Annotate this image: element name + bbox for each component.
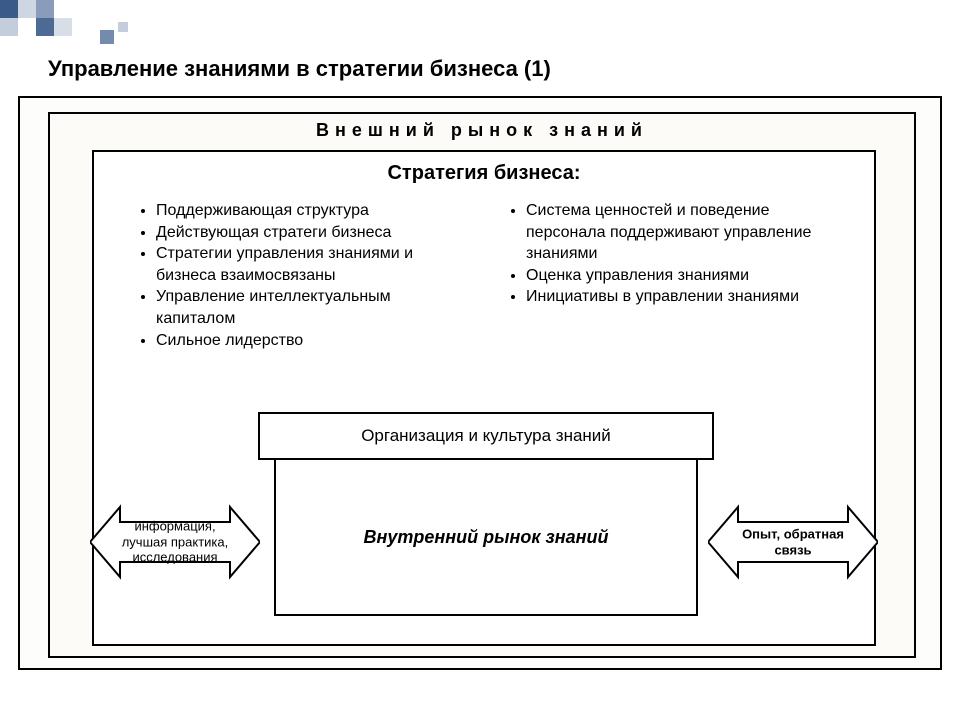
deco-square (18, 0, 36, 18)
deco-square (36, 0, 54, 18)
deco-square (54, 18, 72, 36)
bullet-item: Действующая стратеги бизнеса (156, 222, 464, 244)
deco-square (118, 22, 128, 32)
arrow-right: Опыт, обратная связь (708, 492, 878, 592)
arrow-right-label: Опыт, обратная связь (738, 526, 848, 557)
org-culture-label: Организация и культура знаний (361, 426, 611, 446)
bullet-item: Управление интеллектуальным капиталом (156, 286, 464, 329)
internal-market-label: Внутренний рынок знаний (364, 527, 609, 548)
deco-square (0, 18, 18, 36)
slide-title: Управление знаниями в стратегии бизнеса … (48, 56, 551, 82)
outer-frame: Внешний рынок знаний Стратегия бизнеса: … (18, 96, 942, 670)
deco-square (100, 30, 114, 44)
external-market-frame: Внешний рынок знаний Стратегия бизнеса: … (48, 112, 916, 658)
bullet-item: Система ценностей и поведение персонала … (526, 200, 834, 265)
arrow-left-label: информация, лучшая практика, исследовани… (120, 519, 230, 566)
strategy-bullets: Поддерживающая структураДействующая стра… (134, 200, 834, 351)
bullets-right-column: Система ценностей и поведение персонала … (504, 200, 834, 351)
bullet-item: Сильное лидерство (156, 330, 464, 352)
external-market-label: Внешний рынок знаний (50, 120, 914, 141)
strategy-title: Стратегия бизнеса: (94, 162, 874, 185)
slide-decoration (0, 0, 200, 50)
strategy-frame: Стратегия бизнеса: Поддерживающая структ… (92, 150, 876, 646)
internal-market-box: Внутренний рынок знаний (274, 458, 698, 616)
deco-square (36, 18, 54, 36)
deco-square (0, 0, 18, 18)
bullet-item: Инициативы в управлении знаниями (526, 286, 834, 308)
arrow-left: информация, лучшая практика, исследовани… (90, 492, 260, 592)
bullet-item: Поддерживающая структура (156, 200, 464, 222)
bullet-item: Оценка управления знаниями (526, 265, 834, 287)
bullets-left-column: Поддерживающая структураДействующая стра… (134, 200, 464, 351)
org-culture-box: Организация и культура знаний (258, 412, 714, 460)
bullet-item: Стратегии управления знаниями и бизнеса … (156, 243, 464, 286)
